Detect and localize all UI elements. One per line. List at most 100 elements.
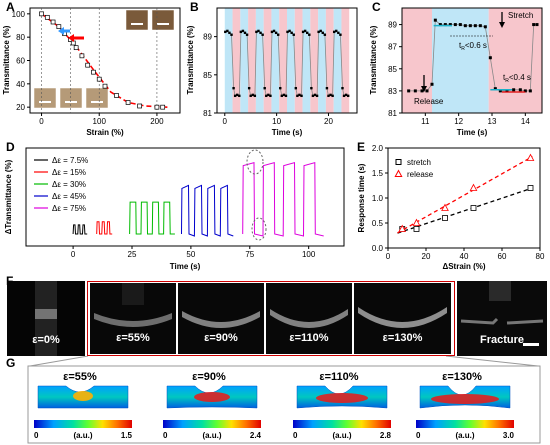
fea-unit-0: (a.u.) [73, 431, 92, 440]
chart-b: 0 10 20 81 85 89 Time (s) Transmittance (%) [186, 7, 358, 137]
photo-red-frame [87, 281, 455, 356]
chart-a-point [102, 83, 108, 89]
chart-b-point [247, 86, 251, 90]
chart-b-point [313, 93, 317, 97]
chart-d-legend-label-0: Δε = 7.5% [52, 156, 88, 165]
chart-b-point [294, 86, 298, 90]
chart-c-point [438, 23, 442, 27]
chart-b-point [342, 94, 346, 98]
chart-c-t2-sub: R [505, 78, 509, 84]
chart-b-point [332, 30, 336, 34]
chart-e-ytick-label: 1.0 [372, 194, 384, 203]
chart-c-stretch: Stretch [508, 11, 533, 20]
chart-b-point [243, 31, 247, 35]
chart-b-band-pink [325, 8, 334, 113]
fea-panel: ε=55% 0 (a.u.) 1.5 ε=90% 0 (a.u.) 2.4 ε=110% 0 (a.… [27, 356, 541, 444]
chart-b-band-blue [287, 8, 295, 113]
chart-d-legend-label-3: Δε = 45% [52, 192, 86, 201]
chart-e-series [397, 153, 535, 234]
chart-b-point [296, 94, 299, 98]
chart-b-point [267, 93, 270, 97]
chart-c-point [535, 23, 539, 27]
chart-a-point [114, 93, 119, 98]
photo-2-art [178, 283, 264, 354]
chart-b-point [323, 33, 327, 36]
chart-a-inset-0 [125, 9, 149, 31]
chart-e-point-stretch [470, 205, 477, 211]
chart-b-point [325, 86, 329, 90]
chart-c-point [483, 25, 487, 29]
chart-a-point [79, 53, 85, 59]
chart-b-point [265, 94, 268, 98]
chart-c-point [478, 24, 482, 28]
chart-b-band-blue [224, 8, 233, 113]
chart-e-point-release [412, 218, 421, 226]
chart-d: Δε = 7.5% Δε = 15% Δε = 30% Δε = 45% Δε = 75… [4, 147, 345, 271]
chart-e-legend-label-0: stretch [407, 158, 431, 167]
chart-a-point [56, 24, 62, 30]
chart-c-annotations: Release Stretch tR<0.6 s tR<0.4 s [414, 11, 533, 106]
chart-c-point [512, 88, 516, 92]
chart-a-ytick-label: 60 [16, 57, 25, 66]
chart-e-fit-1 [397, 156, 533, 234]
photo-1-label: ε=55% [116, 332, 150, 344]
chart-a-point [50, 19, 56, 25]
chart-d-trace-2 [129, 201, 175, 235]
chart-b-point [315, 94, 319, 98]
chart-c-point [468, 24, 472, 28]
chart-a-ticks: 0 100 200 20 40 60 80 100 [12, 10, 165, 126]
chart-a-ytick-label: 100 [12, 10, 26, 19]
chart-b-band-blue [333, 8, 342, 113]
chart-b-point [233, 94, 237, 98]
chart-a-ytick-label: 80 [16, 33, 25, 42]
chart-c-ticks: 11 12 13 14 81 83 85 87 89 [388, 21, 530, 126]
photo-2: ε=90% [178, 283, 264, 354]
chart-b-point [280, 94, 284, 98]
chart-c-point [532, 23, 536, 27]
fea-colorbar-2 [293, 420, 391, 428]
chart-c-point [473, 24, 477, 28]
chart-e-ytick-label: 2.0 [372, 144, 384, 153]
chart-e-xlabel: ΔStrain (%) [442, 262, 485, 271]
chart-d-trace-3 [181, 184, 234, 237]
fea-hot-3 [431, 394, 499, 404]
chart-b-point [251, 93, 254, 97]
chart-c-t1-rest: <0.6 s [465, 41, 487, 50]
chart-c-point [443, 23, 447, 27]
chart-b-point [284, 94, 288, 98]
chart-b-point [337, 31, 340, 35]
fea-colorbar-3 [416, 420, 514, 428]
panel-label-d: D [6, 140, 15, 154]
chart-b-point [341, 86, 344, 90]
chart-b-point [286, 30, 289, 34]
fea-colorbar-1 [163, 420, 261, 428]
photo-0-art [7, 281, 85, 356]
chart-c-ytick-label: 89 [388, 21, 397, 30]
fea-max-1: 2.4 [250, 431, 262, 440]
chart-b-point [282, 93, 286, 97]
fea-min-0: 0 [34, 431, 39, 440]
chart-b-band-blue [271, 8, 280, 113]
chart-a-point [85, 62, 91, 68]
chart-c-band-pink-1 [402, 8, 432, 113]
chart-a-point [96, 76, 102, 82]
chart-c-t2-rest: <0.4 s [509, 73, 531, 82]
photo-0: ε=0% [7, 281, 85, 356]
chart-c-t1: t [459, 41, 462, 50]
chart-b-ytick-label: 89 [203, 33, 212, 42]
chart-c-point [448, 23, 452, 27]
chart-b-point [272, 29, 276, 33]
chart-b-band-pink [232, 8, 241, 113]
chart-e-xtick-label: 20 [422, 252, 431, 261]
fea-max-0: 1.5 [121, 431, 133, 440]
chart-b-band-pink [294, 8, 303, 113]
chart-b-point [270, 30, 274, 34]
fea-title-2: ε=110% [319, 371, 358, 383]
photo-3: ε=110% [266, 283, 352, 354]
chart-b-xtick-label: 20 [324, 117, 333, 126]
chart-b-bands [224, 8, 350, 113]
chart-b-point [329, 93, 332, 97]
chart-b-band-blue [240, 8, 249, 113]
chart-e-xtick-label: 0 [386, 252, 391, 261]
chart-a-point [154, 104, 160, 110]
